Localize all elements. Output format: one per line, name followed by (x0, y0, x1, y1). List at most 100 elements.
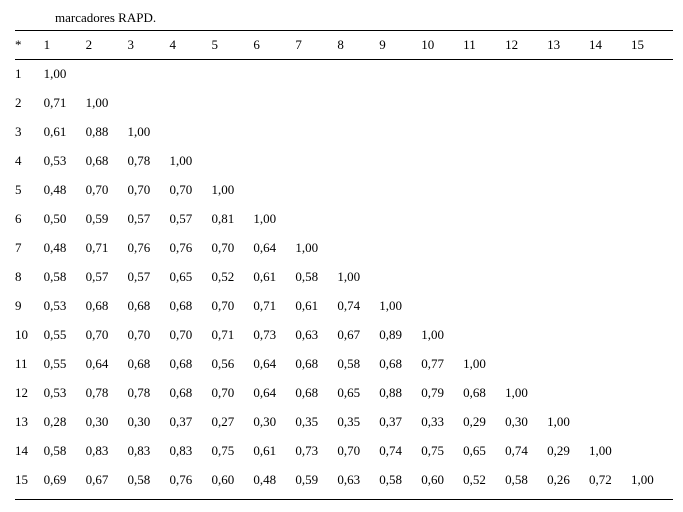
matrix-cell (337, 147, 379, 176)
matrix-cell: 0,58 (44, 437, 86, 466)
matrix-cell: 0,52 (463, 466, 505, 495)
column-header: 3 (128, 31, 170, 60)
column-header: 5 (211, 31, 253, 60)
matrix-cell (253, 89, 295, 118)
matrix-cell: 1,00 (211, 176, 253, 205)
matrix-cell: 0,57 (170, 205, 212, 234)
matrix-cell (421, 292, 463, 321)
matrix-cell (337, 176, 379, 205)
table-row: 150,690,670,580,760,600,480,590,630,580,… (15, 466, 673, 495)
matrix-cell: 0,88 (86, 118, 128, 147)
matrix-cell (170, 60, 212, 89)
row-index-cell: 10 (15, 321, 44, 350)
matrix-cell (547, 89, 589, 118)
matrix-cell (421, 263, 463, 292)
matrix-cell (505, 350, 547, 379)
matrix-cell: 0,75 (421, 437, 463, 466)
matrix-cell: 0,35 (337, 408, 379, 437)
column-header: 12 (505, 31, 547, 60)
matrix-cell (589, 147, 631, 176)
matrix-cell: 0,83 (170, 437, 212, 466)
matrix-cell (295, 205, 337, 234)
matrix-cell: 0,55 (44, 321, 86, 350)
matrix-cell: 0,52 (211, 263, 253, 292)
matrix-cell: 0,68 (379, 350, 421, 379)
matrix-cell: 0,59 (86, 205, 128, 234)
matrix-cell (547, 205, 589, 234)
matrix-cell (253, 60, 295, 89)
matrix-cell (421, 89, 463, 118)
matrix-cell: 0,37 (379, 408, 421, 437)
matrix-cell: 0,64 (253, 350, 295, 379)
column-header: 10 (421, 31, 463, 60)
table-row: 60,500,590,570,570,811,00 (15, 205, 673, 234)
matrix-cell: 0,60 (211, 466, 253, 495)
matrix-cell: 0,68 (86, 147, 128, 176)
matrix-cell (589, 60, 631, 89)
matrix-cell (421, 147, 463, 176)
matrix-cell: 0,65 (337, 379, 379, 408)
matrix-cell (505, 176, 547, 205)
matrix-cell: 0,26 (547, 466, 589, 495)
row-index-cell: 7 (15, 234, 44, 263)
matrix-cell: 0,71 (44, 89, 86, 118)
matrix-cell (589, 379, 631, 408)
matrix-cell (86, 60, 128, 89)
matrix-cell: 0,61 (295, 292, 337, 321)
matrix-cell: 0,53 (44, 292, 86, 321)
matrix-cell: 1,00 (295, 234, 337, 263)
matrix-cell: 0,78 (128, 379, 170, 408)
matrix-cell (589, 234, 631, 263)
column-header: 4 (170, 31, 212, 60)
matrix-cell (505, 60, 547, 89)
matrix-cell (211, 60, 253, 89)
matrix-cell: 1,00 (86, 89, 128, 118)
row-index-cell: 13 (15, 408, 44, 437)
matrix-cell: 0,63 (337, 466, 379, 495)
matrix-cell (379, 118, 421, 147)
matrix-cell (463, 292, 505, 321)
matrix-cell: 1,00 (44, 60, 86, 89)
matrix-cell (505, 205, 547, 234)
matrix-cell: 0,79 (421, 379, 463, 408)
similarity-matrix-table: *123456789101112131415 11,0020,711,0030,… (15, 30, 673, 495)
row-index-cell: 14 (15, 437, 44, 466)
row-index-cell: 1 (15, 60, 44, 89)
matrix-cell (547, 147, 589, 176)
matrix-cell: 0,30 (505, 408, 547, 437)
matrix-cell (337, 60, 379, 89)
matrix-cell (547, 292, 589, 321)
table-row: 100,550,700,700,700,710,730,630,670,891,… (15, 321, 673, 350)
table-row: 90,530,680,680,680,700,710,610,741,00 (15, 292, 673, 321)
matrix-cell: 0,58 (44, 263, 86, 292)
matrix-cell: 0,77 (421, 350, 463, 379)
matrix-cell (505, 118, 547, 147)
matrix-cell: 0,83 (86, 437, 128, 466)
table-row: 50,480,700,700,701,00 (15, 176, 673, 205)
matrix-cell: 0,68 (170, 292, 212, 321)
matrix-cell: 0,70 (128, 176, 170, 205)
table-footnote (15, 499, 673, 502)
matrix-cell: 0,61 (253, 437, 295, 466)
matrix-cell: 0,70 (211, 292, 253, 321)
matrix-cell (253, 147, 295, 176)
matrix-cell: 1,00 (128, 118, 170, 147)
matrix-cell (589, 408, 631, 437)
matrix-cell (295, 118, 337, 147)
matrix-cell (631, 147, 673, 176)
matrix-cell: 0,67 (86, 466, 128, 495)
table-row: 30,610,881,00 (15, 118, 673, 147)
matrix-cell: 0,29 (463, 408, 505, 437)
matrix-cell (463, 147, 505, 176)
matrix-cell: 0,74 (505, 437, 547, 466)
matrix-cell: 0,70 (128, 321, 170, 350)
matrix-cell (589, 118, 631, 147)
matrix-cell (589, 176, 631, 205)
matrix-cell: 0,59 (295, 466, 337, 495)
matrix-cell (505, 263, 547, 292)
matrix-cell: 0,64 (86, 350, 128, 379)
table-row: 11,00 (15, 60, 673, 89)
matrix-cell (463, 263, 505, 292)
matrix-cell: 0,30 (253, 408, 295, 437)
row-index-header: * (15, 31, 44, 60)
